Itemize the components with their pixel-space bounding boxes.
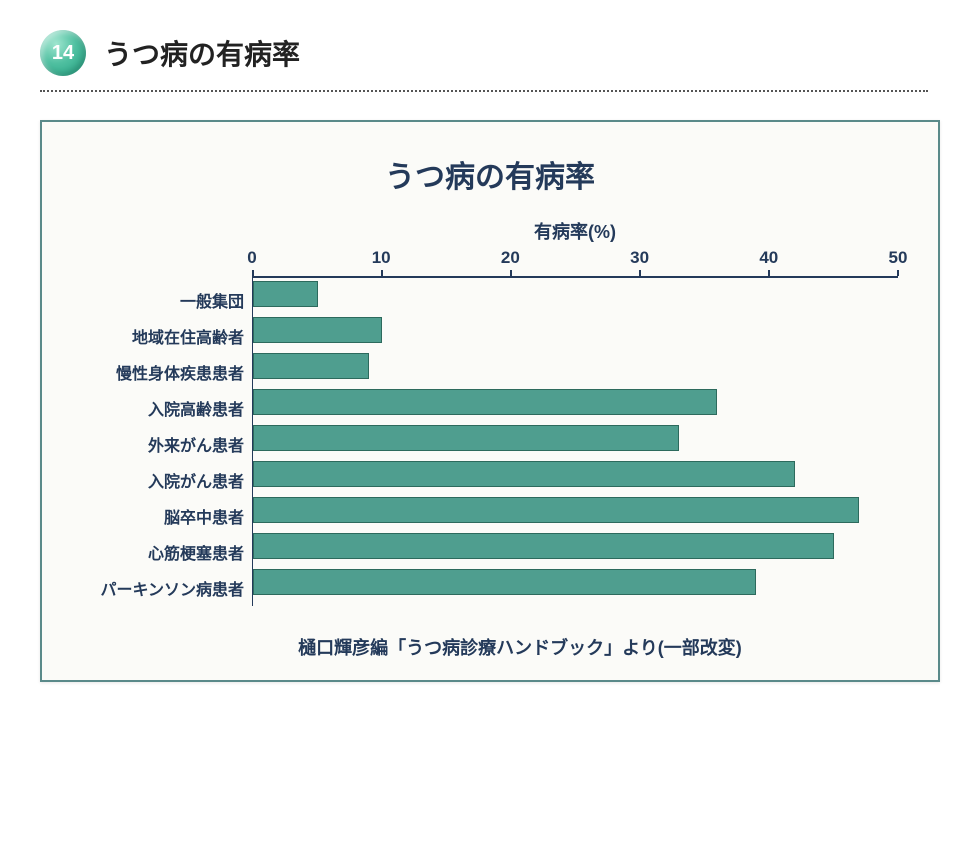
x-tick-mark xyxy=(639,270,641,276)
category-label: 入院がん患者 xyxy=(82,462,252,498)
plot: 01020304050 xyxy=(252,248,898,606)
category-label: 一般集団 xyxy=(82,282,252,318)
category-label: 入院高齢患者 xyxy=(82,390,252,426)
x-tick-label: 30 xyxy=(630,248,649,268)
bar xyxy=(253,389,717,415)
x-tick-label: 10 xyxy=(372,248,391,268)
bar xyxy=(253,317,382,343)
chart-container: うつ病の有病率 有病率(%) 一般集団地域在住高齢者慢性身体疾患患者入院高齢患者… xyxy=(40,120,940,682)
bar-row xyxy=(253,276,898,312)
category-label: パーキンソン病患者 xyxy=(82,570,252,606)
bar xyxy=(253,569,756,595)
bar-row xyxy=(253,312,898,348)
x-tick-label: 0 xyxy=(247,248,256,268)
x-tick-mark xyxy=(381,270,383,276)
bar-row xyxy=(253,564,898,600)
category-label: 慢性身体疾患患者 xyxy=(82,354,252,390)
bar xyxy=(253,425,679,451)
bar-row xyxy=(253,384,898,420)
x-axis-line xyxy=(253,276,898,278)
category-label: 地域在住高齢者 xyxy=(82,318,252,354)
plot-wrap: 一般集団地域在住高齢者慢性身体疾患患者入院高齢患者外来がん患者入院がん患者脳卒中… xyxy=(82,248,898,606)
bar-row xyxy=(253,420,898,456)
section-number: 14 xyxy=(52,42,74,65)
x-tick-mark xyxy=(768,270,770,276)
bar-row xyxy=(253,528,898,564)
bar-row xyxy=(253,456,898,492)
bar xyxy=(253,533,834,559)
x-tick-mark xyxy=(897,270,899,276)
category-label: 心筋梗塞患者 xyxy=(82,534,252,570)
x-tick-mark xyxy=(510,270,512,276)
x-tick-label: 20 xyxy=(501,248,520,268)
x-tick-label: 50 xyxy=(889,248,908,268)
bar xyxy=(253,461,795,487)
category-labels: 一般集団地域在住高齢者慢性身体疾患患者入院高齢患者外来がん患者入院がん患者脳卒中… xyxy=(82,248,252,606)
source-citation: 樋口輝彦編「うつ病診療ハンドブック」より(一部改変) xyxy=(142,634,898,660)
chart-title: うつ病の有病率 xyxy=(82,152,898,196)
bar-row xyxy=(253,492,898,528)
bar-row xyxy=(253,348,898,384)
x-tick-labels: 01020304050 xyxy=(252,248,898,276)
bar xyxy=(253,353,369,379)
divider xyxy=(40,90,928,92)
x-tick-label: 40 xyxy=(759,248,778,268)
page-header: 14 うつ病の有病率 xyxy=(40,30,928,76)
plot-area xyxy=(252,276,898,606)
bar xyxy=(253,497,859,523)
bar xyxy=(253,281,318,307)
section-number-badge: 14 xyxy=(40,30,86,76)
x-tick-mark xyxy=(252,270,254,276)
page-title: うつ病の有病率 xyxy=(104,33,300,73)
x-axis-title: 有病率(%) xyxy=(252,218,898,244)
category-label: 外来がん患者 xyxy=(82,426,252,462)
category-label: 脳卒中患者 xyxy=(82,498,252,534)
